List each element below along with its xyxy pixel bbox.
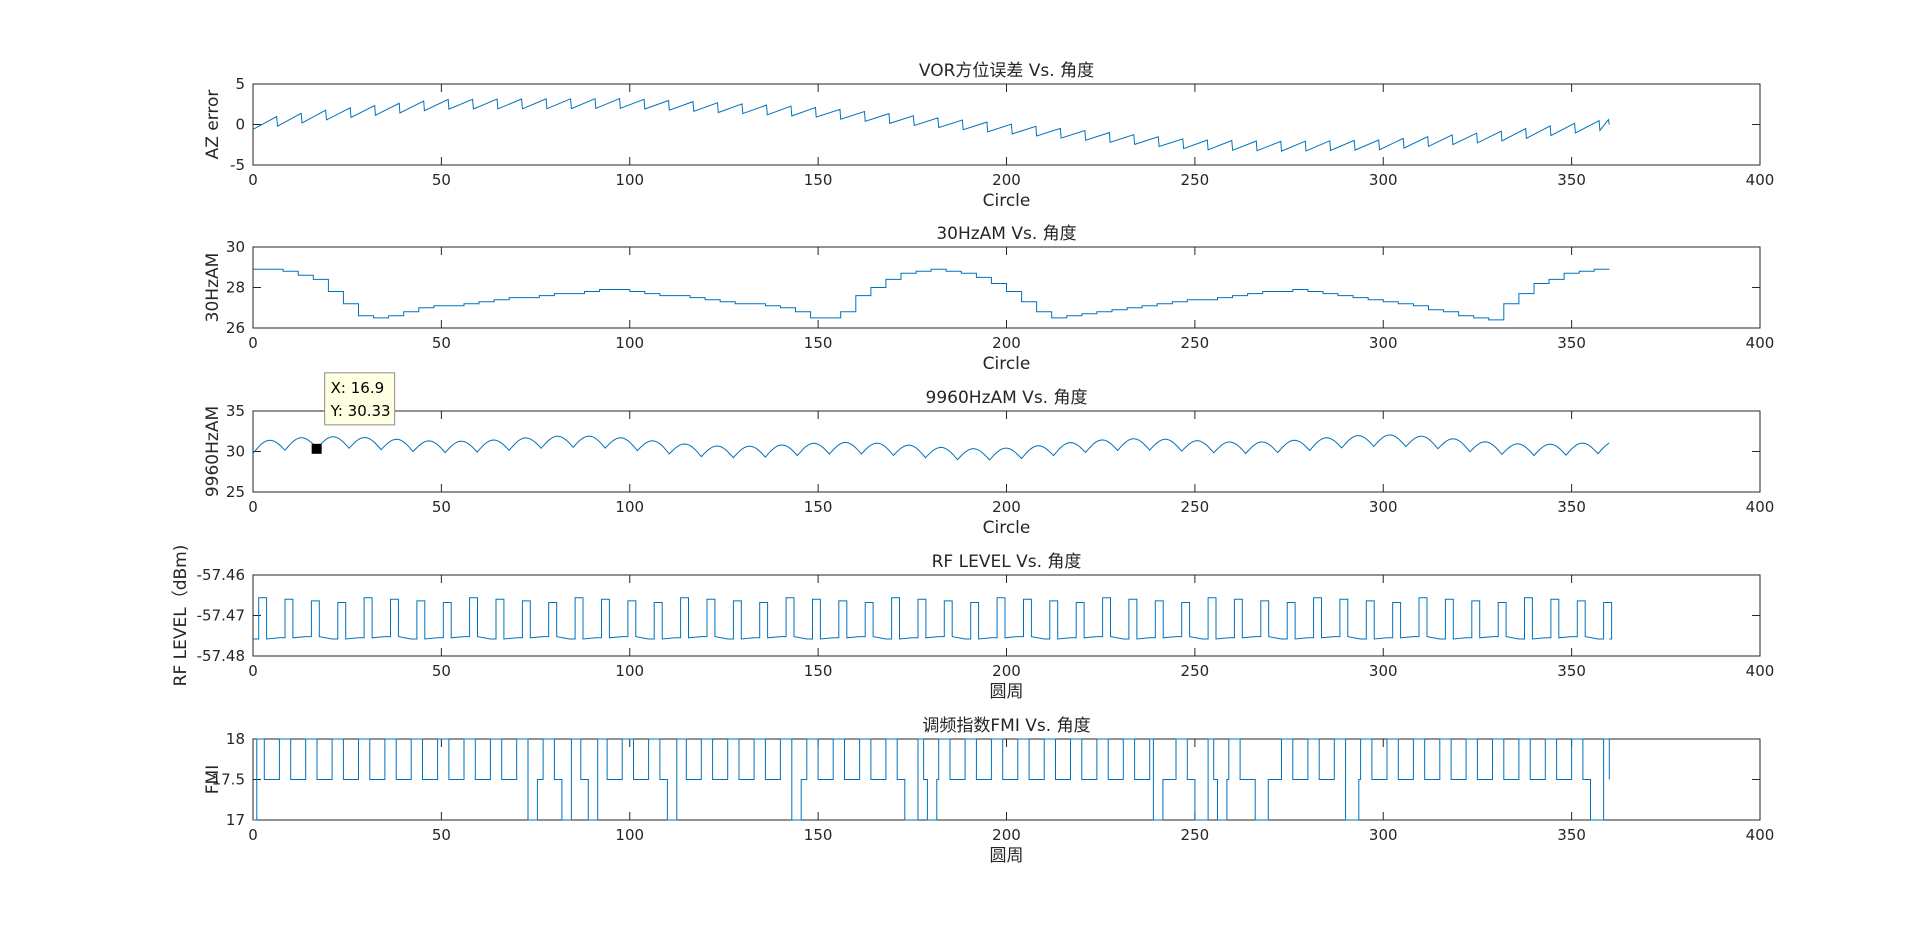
- chart-panel-5: 0 50 100 150 200 250 300 350 400 18 17.5 17 调频指数FMI …: [203, 716, 1774, 866]
- chart-panel-3: 0 50 100 150 200 250 300 350 400 35 30 25 9960HzAM V…: [203, 388, 1774, 538]
- y-axis-label: 9960HzAM: [203, 406, 223, 497]
- y-tick-label: -57.48: [197, 647, 245, 665]
- y-axis-label: RF LEVEL（dBm): [171, 545, 191, 687]
- y-tick-label: -5: [230, 156, 245, 174]
- y-tick-label: 5: [235, 75, 245, 93]
- y-tick-label: -57.46: [197, 566, 245, 584]
- x-tick-label: 200: [992, 826, 1021, 844]
- x-tick-label: 50: [432, 826, 451, 844]
- x-tick-label: 250: [1181, 498, 1210, 516]
- x-tick-label: 250: [1181, 662, 1210, 680]
- y-axis-label: AZ error: [203, 90, 223, 160]
- series-line: [253, 738, 1610, 821]
- x-axis-label: 圆周: [990, 682, 1024, 702]
- x-axis-label: Circle: [983, 354, 1031, 374]
- datatip[interactable]: X: 16.9 Y: 30.33: [311, 372, 396, 454]
- series-line: [253, 268, 1610, 321]
- x-tick-label: 400: [1746, 826, 1775, 844]
- chart-title: 9960HzAM Vs. 角度: [926, 388, 1088, 408]
- y-tick-label: 25: [226, 483, 245, 501]
- y-tick-label: -57.47: [197, 607, 245, 625]
- y-tick-label: 0: [235, 116, 245, 134]
- x-tick-label: 150: [804, 662, 833, 680]
- chart-panel-2: 0 50 100 150 200 250 300 350 400 30 28 26 30HzAM Vs.…: [203, 224, 1774, 374]
- x-tick-label: 350: [1557, 826, 1586, 844]
- x-tick-label: 0: [248, 498, 258, 516]
- y-tick-label: 17.5: [212, 771, 245, 789]
- x-tick-label: 150: [804, 171, 833, 189]
- x-tick-label: 150: [804, 334, 833, 352]
- x-tick-label: 200: [992, 171, 1021, 189]
- y-axis-label: 30HzAM: [203, 253, 223, 323]
- x-tick-label: 50: [432, 171, 451, 189]
- datatip-x-text: X: 16.9: [331, 379, 385, 397]
- x-tick-label: 100: [615, 334, 644, 352]
- series-line: [252, 434, 1610, 461]
- y-tick-label: 30: [226, 238, 245, 256]
- chart-panel-4: 0 50 100 150 200 250 300 350 400 -57.46 -57.47 -57.…: [171, 545, 1774, 702]
- chart-title: 30HzAM Vs. 角度: [936, 224, 1076, 244]
- x-tick-label: 350: [1557, 498, 1586, 516]
- x-tick-label: 350: [1557, 334, 1586, 352]
- x-tick-label: 200: [992, 334, 1021, 352]
- x-tick-label: 0: [248, 171, 258, 189]
- x-tick-label: 150: [804, 498, 833, 516]
- x-axis-label: Circle: [983, 191, 1031, 211]
- x-tick-label: 300: [1369, 498, 1398, 516]
- x-tick-label: 0: [248, 662, 258, 680]
- x-tick-label: 300: [1369, 334, 1398, 352]
- datatip-marker[interactable]: [311, 443, 322, 454]
- x-tick-label: 0: [248, 334, 258, 352]
- axes-box: [252, 410, 1761, 493]
- datatip-y-text: Y: 30.33: [330, 402, 391, 420]
- axes-box: [252, 574, 1761, 657]
- x-tick-label: 100: [615, 498, 644, 516]
- x-axis-label: 圆周: [990, 846, 1024, 866]
- datatip-box: [324, 372, 396, 426]
- x-tick-label: 200: [992, 498, 1021, 516]
- x-tick-label: 300: [1369, 826, 1398, 844]
- x-tick-label: 250: [1181, 334, 1210, 352]
- chart-title: RF LEVEL Vs. 角度: [932, 552, 1082, 572]
- x-tick-label: 350: [1557, 662, 1586, 680]
- y-tick-label: 28: [226, 279, 245, 297]
- y-tick-label: 17: [226, 811, 245, 829]
- x-axis-label: Circle: [983, 518, 1031, 538]
- x-tick-label: 50: [432, 334, 451, 352]
- x-tick-label: 350: [1557, 171, 1586, 189]
- axes-box: [252, 83, 1761, 166]
- y-tick-label: 18: [226, 730, 245, 748]
- x-tick-label: 100: [615, 826, 644, 844]
- x-tick-label: 100: [615, 662, 644, 680]
- series-line: [252, 97, 1610, 152]
- x-tick-label: 250: [1181, 171, 1210, 189]
- y-axis-label: FMI: [203, 765, 223, 794]
- x-tick-label: 400: [1746, 498, 1775, 516]
- x-tick-label: 300: [1369, 662, 1398, 680]
- x-tick-label: 50: [432, 498, 451, 516]
- chart-title: VOR方位误差 Vs. 角度: [919, 61, 1094, 81]
- y-tick-label: 35: [226, 402, 245, 420]
- x-tick-label: 300: [1369, 171, 1398, 189]
- chart-title: 调频指数FMI Vs. 角度: [922, 716, 1090, 736]
- x-tick-label: 50: [432, 662, 451, 680]
- x-tick-label: 400: [1746, 171, 1775, 189]
- x-tick-label: 400: [1746, 662, 1775, 680]
- x-tick-label: 400: [1746, 334, 1775, 352]
- x-tick-label: 200: [992, 662, 1021, 680]
- x-tick-label: 100: [615, 171, 644, 189]
- y-tick-label: 30: [226, 443, 245, 461]
- series-line: [253, 597, 1613, 640]
- x-tick-label: 0: [248, 826, 258, 844]
- x-tick-label: 150: [804, 826, 833, 844]
- y-tick-label: 26: [226, 319, 245, 337]
- x-tick-label: 250: [1181, 826, 1210, 844]
